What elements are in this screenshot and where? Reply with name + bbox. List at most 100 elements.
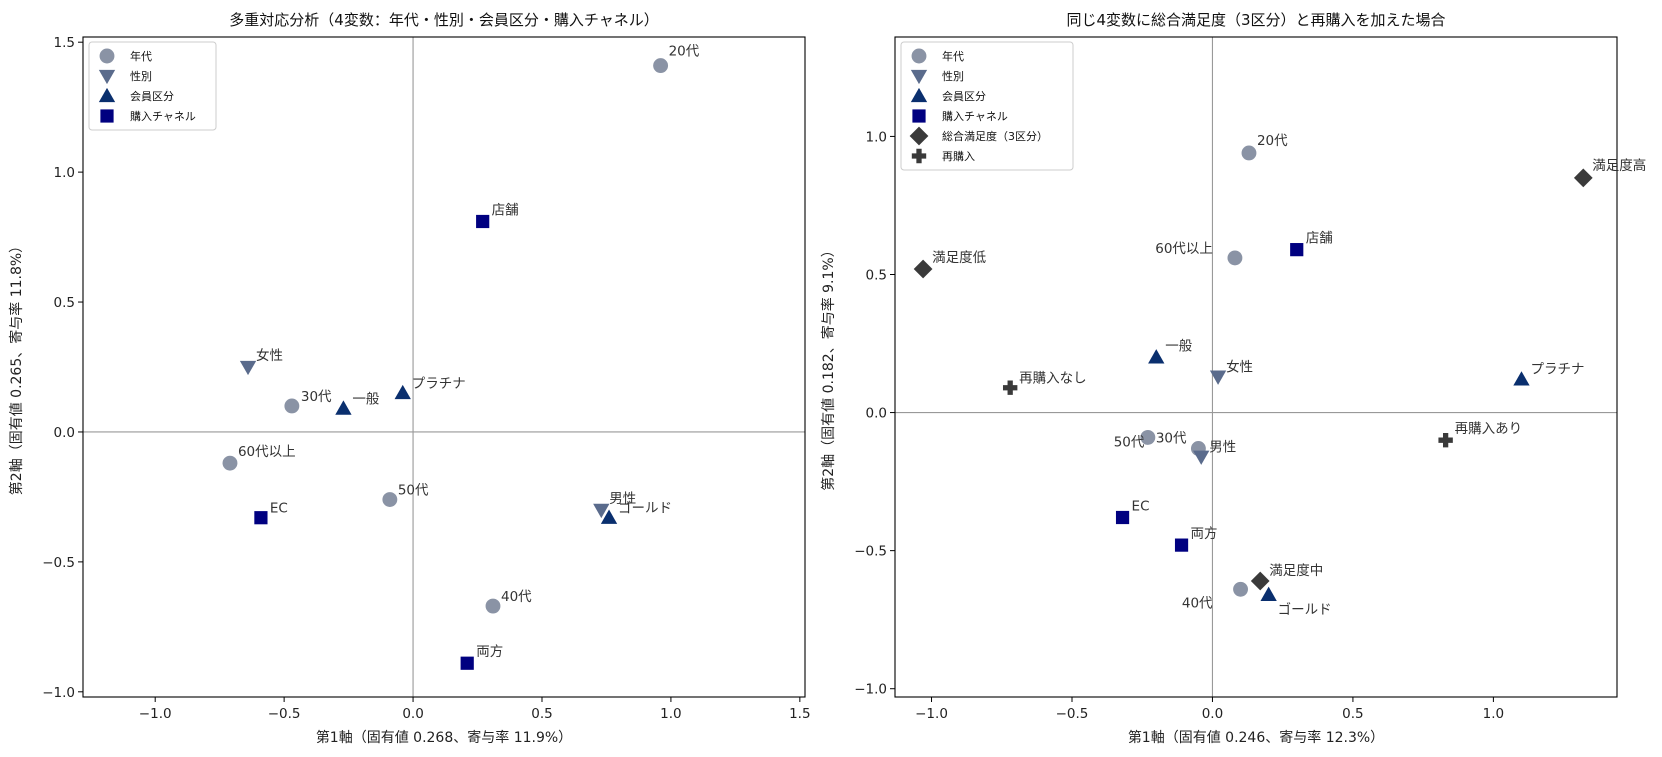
x-axis-label: 第1軸（固有値 0.246、寄与率 12.3%） xyxy=(1128,729,1384,746)
legend-marker xyxy=(911,48,927,64)
x-tick-label: 1.0 xyxy=(1483,706,1504,722)
data-point-label: 満足度低 xyxy=(932,250,986,266)
chart-title: 同じ4変数に総合満足度（3区分）と再購入を加えた場合 xyxy=(1066,11,1445,29)
y-tick-label: −1.0 xyxy=(42,685,75,701)
data-point-label: 30代 xyxy=(1156,430,1187,446)
data-point xyxy=(1290,243,1304,257)
legend-marker xyxy=(98,87,116,103)
legend-label: 会員区分 xyxy=(942,90,986,103)
data-point xyxy=(1573,168,1593,188)
data-point-label: 女性 xyxy=(256,347,283,364)
data-point-label: 40代 xyxy=(501,589,532,605)
data-point-label: 50代 xyxy=(398,483,429,499)
y-tick-label: −0.5 xyxy=(854,544,887,560)
data-point xyxy=(1260,586,1277,601)
data-point-label: 20代 xyxy=(669,44,700,60)
data-point-label: 女性 xyxy=(1226,359,1253,376)
data-point-label: 50代 xyxy=(1114,434,1145,450)
x-tick-label: 0.5 xyxy=(1342,706,1363,722)
y-axis-label: 第2軸（固有値 0.182、寄与率 9.1%） xyxy=(820,243,837,490)
x-tick-label: 0.5 xyxy=(531,706,552,722)
data-point xyxy=(222,455,238,471)
data-point-label: 両方 xyxy=(476,644,503,660)
data-point-label: プラチナ xyxy=(412,376,466,392)
legend-marker xyxy=(98,69,116,85)
data-point xyxy=(1002,380,1018,395)
data-point xyxy=(476,214,490,229)
data-point xyxy=(913,259,933,279)
legend-label: 性別 xyxy=(130,69,152,83)
data-point-label: ゴールド xyxy=(618,500,672,517)
legend-label: 年代 xyxy=(942,49,964,63)
y-tick-label: 0.5 xyxy=(866,267,887,283)
y-tick-label: 1.0 xyxy=(866,129,887,145)
legend-label: 総合満足度（3区分） xyxy=(942,129,1048,143)
y-tick-label: −0.5 xyxy=(42,555,75,571)
y-tick-label: 1.0 xyxy=(54,165,75,181)
data-point xyxy=(1241,145,1257,161)
data-point xyxy=(1148,349,1165,364)
y-axis-label: 第2軸（固有値 0.265、寄与率 11.8%） xyxy=(8,239,25,495)
data-point xyxy=(1140,429,1156,445)
legend-marker xyxy=(909,126,929,146)
data-point-label: プラチナ xyxy=(1530,361,1584,377)
legend-marker xyxy=(100,109,114,123)
y-tick-label: −1.0 xyxy=(854,682,887,698)
legend-label: 会員区分 xyxy=(130,90,174,103)
legend-marker xyxy=(910,69,928,85)
x-tick-label: 1.5 xyxy=(789,706,810,722)
x-tick-label: −0.5 xyxy=(268,706,301,722)
data-point xyxy=(382,492,398,507)
data-point xyxy=(593,503,610,519)
data-point xyxy=(1115,510,1130,525)
legend-box xyxy=(900,41,1074,171)
legend-label: 購入チャネル xyxy=(942,109,1008,123)
chart-title: 多重対応分析（4変数：年代・性別・会員区分・購入チャネル） xyxy=(229,11,658,29)
legend-marker xyxy=(99,48,115,64)
y-tick-label: 1.5 xyxy=(54,35,75,51)
legend-label: 年代 xyxy=(130,49,152,63)
data-point xyxy=(600,509,618,524)
x-tick-label: −0.5 xyxy=(1056,706,1089,722)
data-point xyxy=(1209,370,1227,385)
x-axis-label: 第1軸（固有値 0.268、寄与率 11.9%） xyxy=(316,729,572,746)
legend-box xyxy=(88,41,217,131)
data-point-label: 男性 xyxy=(1209,440,1236,456)
x-tick-label: 0.0 xyxy=(1202,706,1223,722)
x-tick-label: 0.0 xyxy=(402,706,423,722)
data-point-label: 30代 xyxy=(301,389,332,405)
data-point-label: 再購入あり xyxy=(1455,421,1523,437)
legend-label: 再購入 xyxy=(942,149,975,163)
data-point-label: 満足度高 xyxy=(1592,157,1646,174)
legend-label: 購入チャネル xyxy=(130,109,196,123)
data-point-label: ゴールド xyxy=(1278,601,1332,618)
data-point-label: 店舗 xyxy=(492,202,519,218)
mca-left-panel: 多重対応分析（4変数：年代・性別・会員区分・購入チャネル） −1.0 −0.5 0.0… xyxy=(8,11,811,746)
legend-marker xyxy=(910,87,928,103)
data-point-label: 一般 xyxy=(1165,338,1193,354)
x-tick-label: −1.0 xyxy=(139,706,172,722)
data-point xyxy=(254,511,268,525)
data-point-label: EC xyxy=(270,501,288,517)
data-point xyxy=(1227,250,1243,266)
x-tick-label: 1.0 xyxy=(660,706,681,722)
data-point xyxy=(284,398,300,414)
legend-label: 性別 xyxy=(942,69,964,83)
data-point-label: 20代 xyxy=(1257,133,1288,149)
x-tick-label: −1.0 xyxy=(915,706,948,722)
data-point-label: 60代以上 xyxy=(1155,241,1213,257)
data-point xyxy=(335,400,352,415)
y-tick-label: 0.0 xyxy=(54,425,75,441)
data-point-label: 60代以上 xyxy=(238,444,296,460)
data-point xyxy=(460,656,474,670)
y-tick-label: 0.0 xyxy=(866,406,887,422)
data-point xyxy=(1233,581,1248,597)
data-point-label: 男性 xyxy=(609,491,636,507)
data-point xyxy=(1250,571,1270,591)
data-point-label: 満足度中 xyxy=(1269,563,1323,579)
data-point-label: 両方 xyxy=(1191,526,1218,542)
data-point xyxy=(394,384,411,400)
